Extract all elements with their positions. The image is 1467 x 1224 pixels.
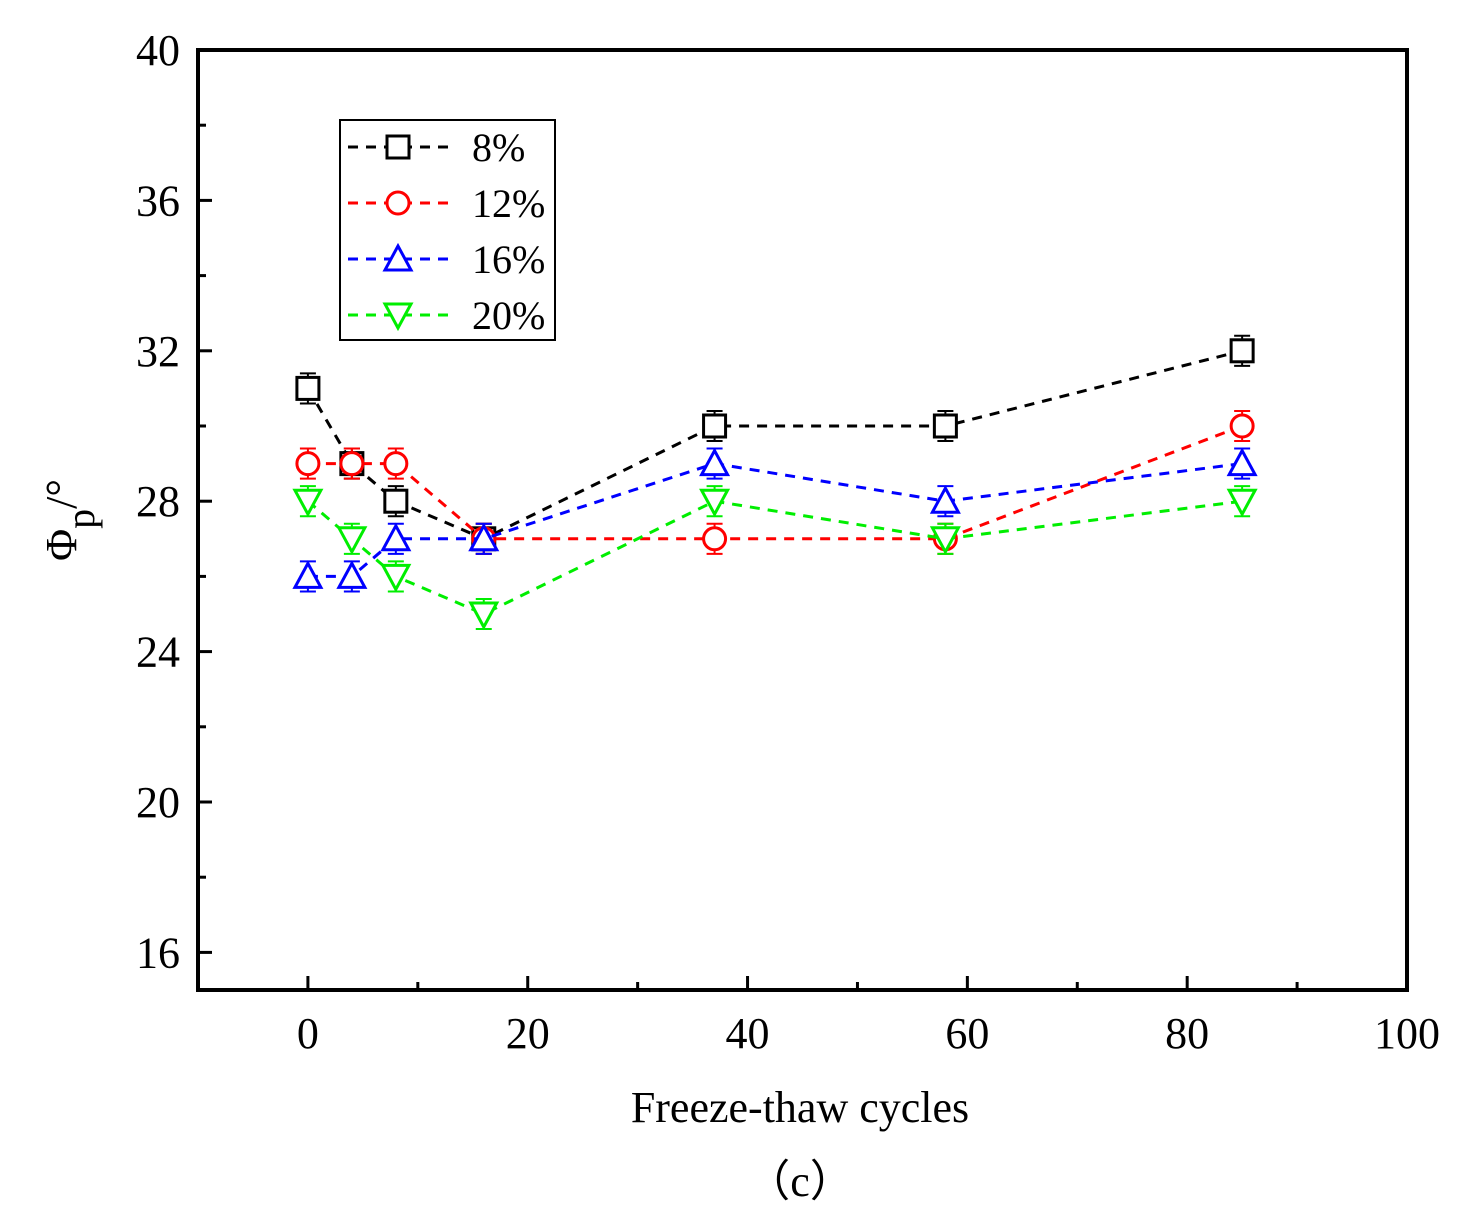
data-point [702, 526, 728, 552]
legend-box [339, 119, 556, 341]
data-point [699, 447, 731, 477]
y-axis-unit: /° [37, 479, 86, 509]
y-tick-label: 36 [136, 176, 180, 225]
data-series [292, 334, 1258, 631]
data-point [699, 488, 731, 518]
y-tick-label: 16 [136, 928, 180, 977]
data-point [295, 451, 321, 477]
data-point [292, 560, 324, 589]
x-tick-label: 0 [297, 1009, 319, 1058]
plot-area-frame [196, 48, 1409, 992]
data-point [1229, 413, 1255, 439]
legend-marker [382, 302, 414, 332]
y-axis-subscript: p [58, 509, 103, 529]
x-axis-title: Freeze-thaw cycles [631, 1083, 969, 1132]
series-12pct [295, 409, 1255, 555]
data-point [1229, 338, 1255, 364]
series-20pct [292, 485, 1258, 631]
data-point [383, 451, 409, 477]
data-point [1226, 447, 1258, 477]
y-tick-label: 24 [136, 628, 180, 677]
y-tick-label: 40 [136, 26, 180, 75]
data-point [380, 522, 412, 552]
data-point [468, 601, 500, 631]
legend-label: 8% [472, 125, 525, 170]
series-line [307, 424, 1243, 541]
legend: 8% 12% 16% 20% [339, 119, 556, 341]
data-point [336, 560, 368, 589]
data-point [383, 488, 409, 514]
data-point [295, 375, 321, 401]
y-axis-title: Φp/° [37, 479, 103, 561]
y-tick-label: 32 [136, 327, 180, 376]
legend-marker [385, 134, 411, 160]
x-tick-label: 100 [1374, 1009, 1440, 1058]
series-16pct [292, 447, 1258, 593]
x-tick-label: 20 [506, 1009, 550, 1058]
legend-marker [382, 242, 414, 272]
data-point [336, 526, 368, 555]
data-point [1226, 488, 1258, 518]
y-axis-symbol: Φ [37, 529, 86, 561]
x-tick-label: 80 [1165, 1009, 1209, 1058]
series-line [306, 499, 1243, 616]
data-point [292, 488, 324, 518]
data-point [468, 522, 500, 552]
y-tick-label: 20 [136, 778, 180, 827]
x-tick-label: 40 [726, 1009, 770, 1058]
data-point [929, 526, 961, 555]
data-point [702, 413, 728, 439]
data-point [380, 563, 412, 593]
data-point [339, 451, 365, 477]
legend-label: 12% [472, 181, 545, 226]
y-tick-label: 28 [136, 477, 180, 526]
axis-ticks: 0 20 40 60 80 100 16 20 24 28 32 36 40 [136, 26, 1440, 1058]
svg-text:Φp/°: Φp/° [37, 479, 103, 561]
data-point [932, 413, 958, 439]
figure-caption: （c） [746, 1157, 854, 1206]
legend-label: 20% [472, 293, 545, 338]
data-point [929, 485, 961, 514]
legend-label: 16% [472, 237, 545, 282]
series-8pct [295, 334, 1255, 555]
x-tick-label: 60 [945, 1009, 989, 1058]
legend-marker [385, 190, 411, 216]
